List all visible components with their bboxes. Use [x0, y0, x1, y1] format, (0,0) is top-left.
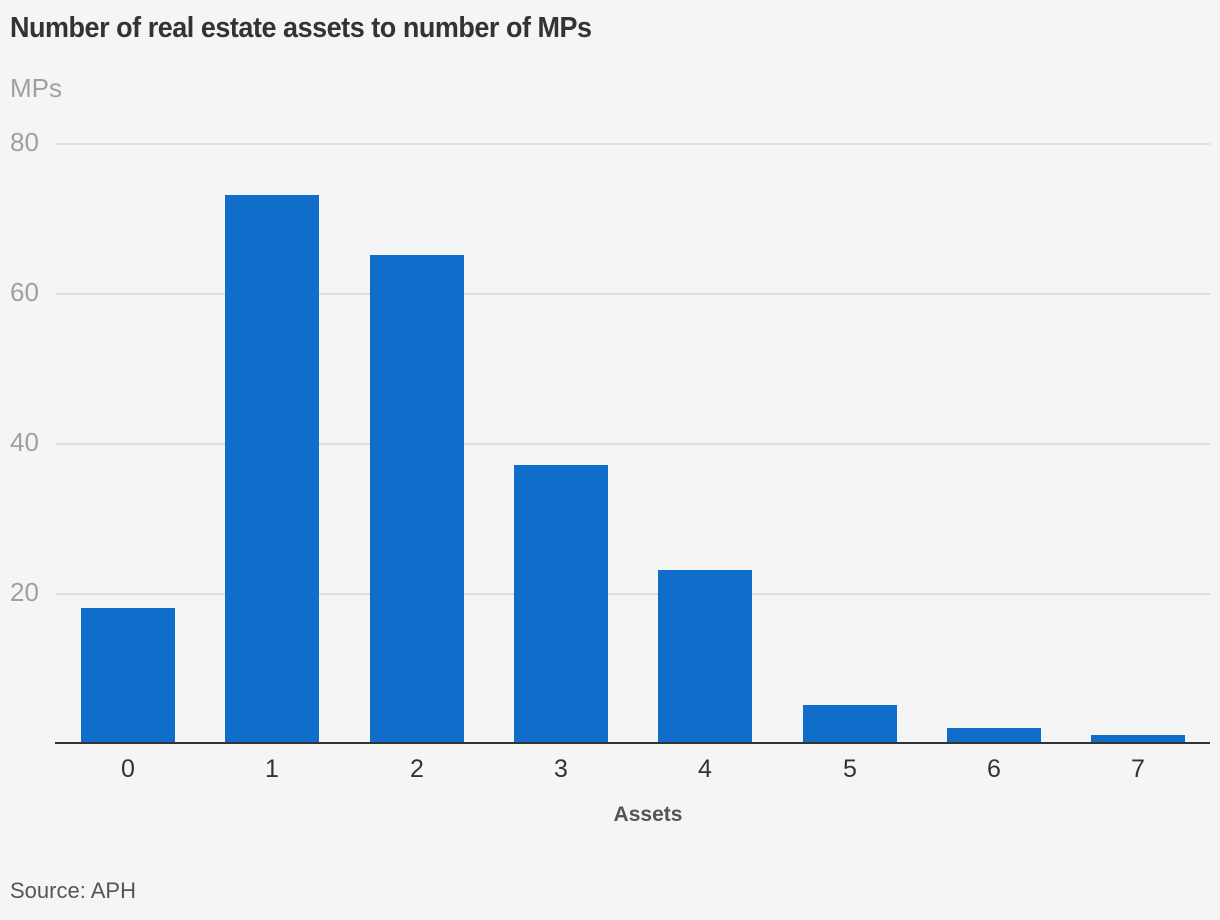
x-tick-5: 5	[843, 755, 857, 783]
x-axis-label: Assets	[613, 803, 683, 826]
bar-1	[225, 195, 319, 743]
bar-3	[514, 465, 608, 743]
source-note: Source: APH	[10, 878, 136, 903]
y-tick-40: 40	[10, 427, 39, 457]
bar-4	[658, 570, 752, 743]
y-axis-label: MPs	[10, 73, 62, 103]
bar-2	[370, 255, 464, 743]
x-tick-6: 6	[987, 755, 1001, 783]
x-tick-4: 4	[698, 755, 712, 783]
y-tick-80: 80	[10, 127, 39, 157]
x-tick-0: 0	[121, 755, 135, 783]
x-tick-7: 7	[1131, 755, 1145, 783]
y-tick-20: 20	[10, 577, 39, 607]
x-axis-line	[55, 742, 1210, 744]
bar-7	[1091, 735, 1185, 743]
gridline-60	[56, 293, 1210, 295]
gridline-20	[56, 593, 1210, 595]
gridline-40	[56, 443, 1210, 445]
gridline-80	[56, 143, 1210, 145]
x-tick-1: 1	[265, 755, 279, 783]
bar-5	[803, 705, 897, 743]
y-tick-60: 60	[10, 277, 39, 307]
x-tick-2: 2	[410, 755, 424, 783]
x-tick-3: 3	[554, 755, 568, 783]
chart-title: Number of real estate assets to number o…	[10, 12, 592, 44]
bar-0	[81, 608, 175, 743]
bar-6	[947, 728, 1041, 743]
